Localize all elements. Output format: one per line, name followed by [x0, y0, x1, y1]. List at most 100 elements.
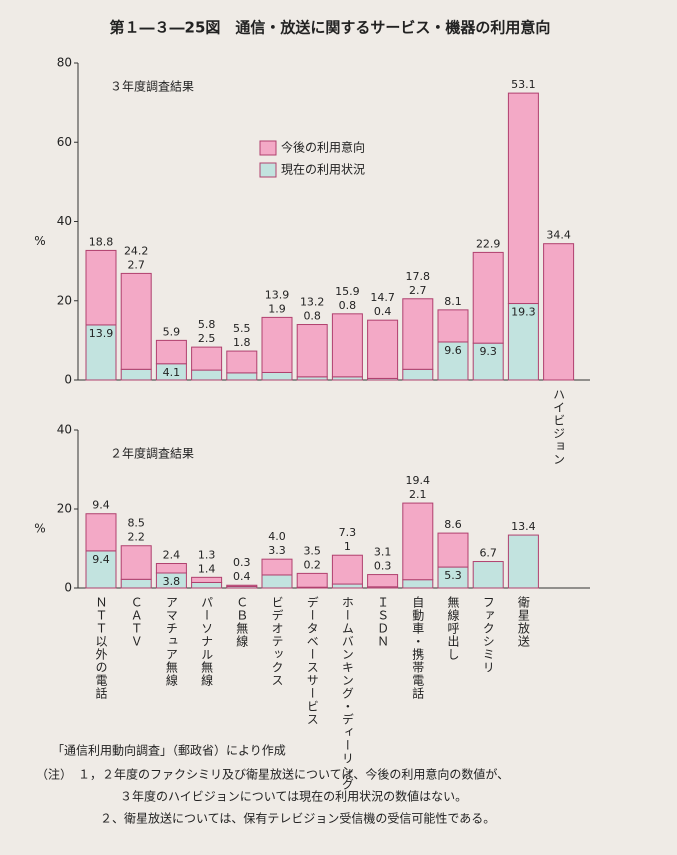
data-label: 0.8: [303, 310, 321, 323]
data-label: 4.0: [268, 530, 286, 543]
note: ２、衛星放送については、保有テレビジョン受信機の受信可能性である。: [100, 811, 495, 826]
data-label: 1.9: [268, 302, 286, 315]
y-tick-label: 40: [57, 423, 72, 437]
subtitle: ３年度調査結果: [110, 79, 194, 94]
data-label: 0.4: [374, 305, 392, 318]
data-label: 3.8: [163, 575, 181, 588]
x-tick-label: パーソナル無線: [200, 596, 214, 687]
bar-segment: [507, 92, 539, 305]
bar-segment: [543, 243, 575, 381]
x-tick-label: ビデオテックス: [270, 596, 284, 687]
note: ３年度のハイビジョンについては現在の利用状況の数値はない。: [120, 789, 467, 804]
bar-segment: [155, 339, 187, 365]
bar-segment: [120, 578, 152, 589]
data-label: 2.1: [409, 488, 427, 501]
bar-segment: [261, 574, 293, 589]
data-label: 24.2: [124, 244, 149, 257]
data-label: 53.1: [511, 78, 536, 91]
bar-segment: [331, 583, 363, 589]
data-label: 8.6: [444, 518, 462, 531]
bar-segment: [155, 563, 187, 574]
data-label: 2.5: [198, 332, 216, 345]
data-label: 19.4: [406, 474, 431, 487]
y-axis-label: %: [34, 522, 45, 536]
data-label: 1.8: [233, 336, 251, 349]
data-label: 3.5: [303, 544, 321, 557]
bar-segment: [120, 545, 152, 580]
legend-swatch: [259, 162, 277, 178]
bar-segment: [507, 534, 539, 589]
y-tick-label: 0: [64, 373, 72, 387]
data-label: 34.4: [546, 229, 571, 242]
data-label: 9.3: [479, 345, 497, 358]
bar-segment: [472, 342, 504, 381]
data-label: 15.9: [335, 285, 360, 298]
source: 「通信利用動向調査」（郵政省）により作成: [52, 743, 286, 758]
bar-segment: [402, 298, 434, 370]
x-tick-label: ＮＴＴ以外の電話: [94, 596, 108, 700]
data-label: 22.9: [476, 237, 501, 250]
data-label: 13.9: [89, 327, 114, 340]
data-label: 5.8: [198, 318, 216, 331]
x-tick-label: ＣＡＴＶ: [129, 596, 143, 648]
x-tick-label: ＣＢ無線: [235, 596, 249, 648]
bar-segment: [331, 313, 363, 378]
bar-segment: [191, 581, 223, 589]
bar-segment: [261, 558, 293, 576]
bar-segment: [402, 579, 434, 589]
data-label: 17.8: [406, 270, 431, 283]
subtitle: ２年度調査結果: [110, 446, 194, 461]
data-label: 2.7: [409, 284, 427, 297]
data-label: 13.4: [511, 520, 536, 533]
bar-segment: [85, 249, 117, 326]
bar-segment: [437, 309, 469, 343]
bar-segment: [191, 369, 223, 381]
bar-segment: [472, 251, 504, 344]
legend-swatch: [259, 140, 277, 156]
bar-segment: [367, 574, 399, 588]
bar-segment: [261, 371, 293, 381]
data-label: 0.3: [233, 556, 251, 569]
data-label: 0.2: [303, 558, 321, 571]
bar-segment: [85, 324, 117, 381]
x-tick-label: データベースサービス: [305, 596, 319, 726]
x-tick-label: アマチュア無線: [164, 596, 178, 687]
data-label: 18.8: [89, 235, 114, 248]
data-label: 2.7: [127, 258, 145, 271]
y-tick-label: 60: [57, 135, 72, 149]
bar-segment: [226, 584, 258, 587]
data-label: 0.8: [339, 299, 357, 312]
data-label: 13.9: [265, 288, 290, 301]
data-label: 0.4: [233, 570, 251, 583]
bar-segment: [402, 368, 434, 381]
y-axis-label: %: [34, 234, 45, 248]
x-tick-label: 無線呼出し: [446, 595, 460, 661]
bar-segment: [296, 324, 328, 378]
bar-segment: [226, 350, 258, 374]
data-label: 5.9: [163, 325, 181, 338]
data-label: 8.5: [127, 517, 145, 530]
data-label: 6.7: [479, 547, 497, 560]
data-label: 13.2: [300, 296, 325, 309]
bar-segment: [191, 346, 223, 371]
y-tick-label: 20: [57, 502, 72, 516]
data-label: 8.1: [444, 295, 462, 308]
bar-segment: [402, 502, 434, 581]
x-tick-label: 衛星放送: [516, 596, 530, 648]
bar-segment: [85, 513, 117, 552]
bar-segment: [507, 303, 539, 381]
data-label: 0.3: [374, 560, 392, 573]
bar-segment: [226, 372, 258, 381]
y-tick-label: 80: [57, 56, 72, 70]
x-tick-label: ファクシミリ: [481, 596, 495, 674]
data-label: 1.3: [198, 548, 216, 561]
x-tick-label: ＩＳＤＮ: [376, 596, 390, 648]
data-label: 1: [344, 540, 351, 553]
bar-segment: [367, 319, 399, 379]
data-label: 9.4: [92, 499, 110, 512]
bar-segment: [472, 561, 504, 589]
x-tick-label: 自動車・携帯電話: [411, 596, 425, 700]
y-tick-label: 20: [57, 293, 72, 307]
data-label: 5.5: [233, 322, 251, 335]
